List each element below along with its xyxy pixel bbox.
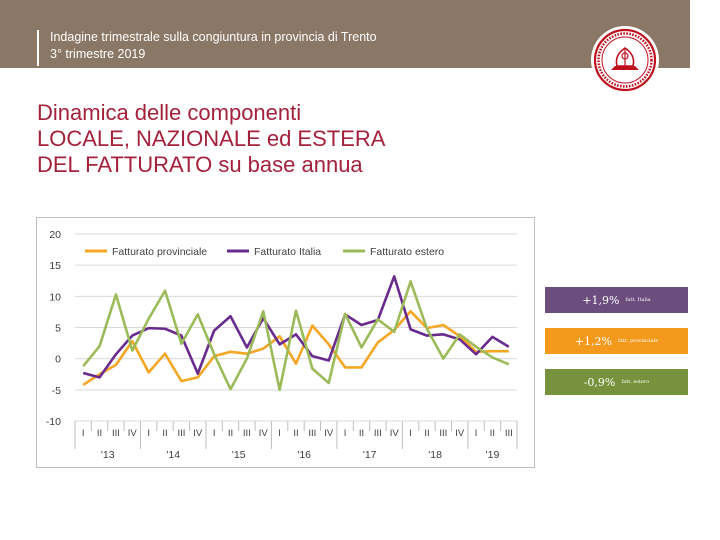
y-tick-label: 10: [49, 291, 61, 303]
year-label: '17: [363, 449, 377, 461]
chart-frame: 20 15 10 5 0 -5 -10 I II III IV I II III IV I II III IV I II…: [36, 217, 535, 468]
university-seal-icon: [591, 26, 659, 94]
x-tick-label: IV: [390, 428, 400, 439]
x-tick-label: I: [409, 428, 412, 439]
x-tick-label: IV: [324, 428, 334, 439]
badge-fatturato-provinciale: +1,2% fatt. provinciale: [545, 328, 688, 354]
x-tick-label: I: [147, 428, 150, 439]
y-tick-label: -10: [46, 416, 61, 428]
year-label: '19: [486, 449, 500, 461]
badge-label-italia: fatt. Italia: [625, 297, 651, 303]
header-bar: Indagine trimestrale sulla congiuntura i…: [0, 0, 690, 68]
year-label: '14: [166, 449, 180, 461]
x-tick-label: II: [490, 428, 495, 439]
y-tick-label: 20: [49, 229, 61, 241]
series-line-0: [82, 309, 509, 386]
x-tick-label: III: [505, 428, 513, 439]
x-tick-label: III: [374, 428, 382, 439]
x-tick-label: IV: [259, 428, 269, 439]
year-label: '16: [297, 449, 311, 461]
x-tick-label: IV: [128, 428, 138, 439]
badge-value-italia: +1,9%: [582, 293, 620, 307]
x-tick-label: III: [439, 428, 447, 439]
badge-label-estero: fatt. estero: [621, 379, 650, 385]
series-line-1: [82, 275, 510, 379]
x-tick-label: III: [177, 428, 185, 439]
title-line-2: LOCALE, NAZIONALE ed ESTERA: [37, 126, 386, 151]
badge-label-provinciale: fatt. provinciale: [617, 338, 659, 344]
year-label: '13: [101, 449, 115, 461]
y-tick-label: 5: [55, 323, 61, 335]
x-tick-label: IV: [455, 428, 465, 439]
x-tick-label: II: [228, 428, 233, 439]
x-tick-label: III: [308, 428, 316, 439]
title-line-3: DEL FATTURATO su base annua: [37, 152, 363, 177]
y-tick-label: 15: [49, 260, 61, 272]
header-subtitle: Indagine trimestrale sulla congiuntura i…: [50, 30, 377, 44]
x-tick-label: II: [162, 428, 167, 439]
y-tick-label: 0: [55, 354, 61, 366]
header-divider: [37, 30, 39, 66]
legend-label: Fatturato provinciale: [112, 246, 207, 258]
year-label: '15: [232, 449, 246, 461]
legend-label: Fatturato estero: [370, 246, 444, 258]
badge-value-provinciale: +1,2%: [574, 334, 612, 348]
x-tick-label: I: [213, 428, 216, 439]
x-tick-label: I: [475, 428, 478, 439]
title-line-1: Dinamica delle componenti: [37, 100, 302, 125]
x-tick-label: I: [344, 428, 347, 439]
x-tick-label: II: [97, 428, 102, 439]
badge-fatturato-estero: -0,9% fatt. estero: [545, 369, 688, 395]
y-tick-label: -5: [52, 385, 61, 397]
x-tick-label: I: [82, 428, 85, 439]
x-tick-label: II: [293, 428, 298, 439]
x-tick-label: III: [112, 428, 120, 439]
x-tick-label: II: [424, 428, 429, 439]
x-tick-label: IV: [193, 428, 203, 439]
legend-label: Fatturato Italia: [254, 246, 321, 258]
badge-fatturato-italia: +1,9% fatt. Italia: [545, 287, 688, 313]
page-title: Dinamica delle componenti LOCALE, NAZION…: [37, 100, 385, 178]
badge-value-estero: -0,9%: [583, 375, 616, 389]
x-tick-label: III: [243, 428, 251, 439]
x-tick-label: I: [278, 428, 281, 439]
series-line-2: [82, 280, 510, 392]
header-period: 3° trimestre 2019: [50, 47, 146, 61]
x-tick-label: II: [359, 428, 364, 439]
year-label: '18: [428, 449, 442, 461]
